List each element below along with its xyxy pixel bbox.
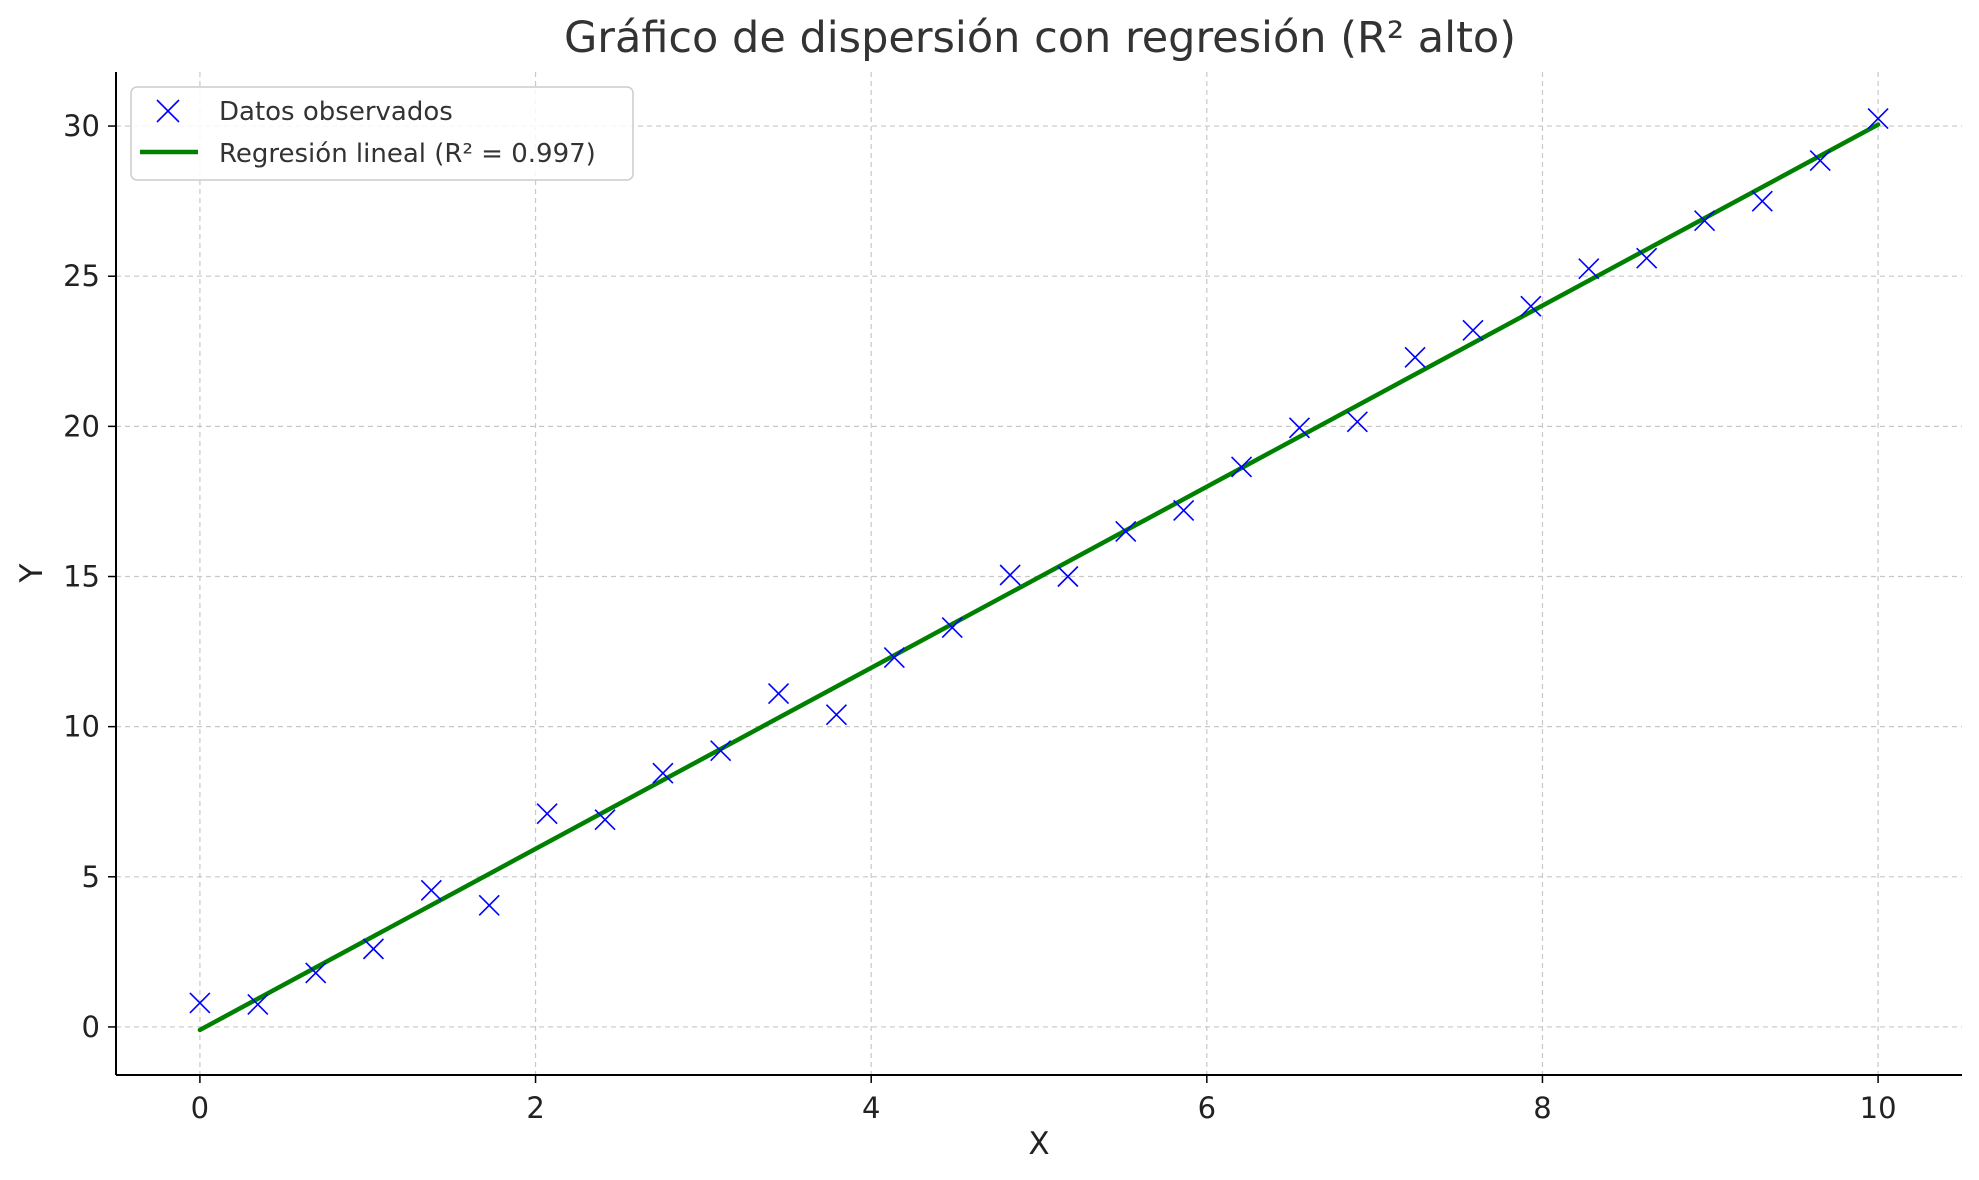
data-point xyxy=(710,740,732,762)
data-point xyxy=(941,616,963,639)
data-point xyxy=(305,962,327,984)
x-tick-label: 2 xyxy=(526,1091,544,1125)
legend-label-regression: Regresión lineal (R² = 0.997) xyxy=(219,139,596,169)
regression-series xyxy=(197,122,1881,1033)
data-point xyxy=(1751,190,1773,212)
data-point xyxy=(999,564,1021,586)
legend: Datos observados Regresión lineal (R² = … xyxy=(130,86,634,181)
x-tick-label: 0 xyxy=(191,1091,209,1125)
data-point xyxy=(767,683,790,705)
y-tick-label: 0 xyxy=(82,1010,100,1044)
data-point xyxy=(1520,295,1542,317)
chart-title: Gráfico de dispersión con regresión (R² … xyxy=(564,13,1516,63)
data-point xyxy=(536,803,558,825)
legend-marker-observed xyxy=(156,99,180,123)
data-point xyxy=(1288,417,1311,439)
legend-box xyxy=(130,86,634,181)
x-tick-label: 4 xyxy=(862,1091,880,1125)
tick-marks: 0 2 4 6 8 10 0 5 10 15 20 25 30 xyxy=(63,109,1896,1125)
y-tick-label: 20 xyxy=(63,409,100,443)
data-point xyxy=(1578,258,1600,280)
x-tick-label: 8 xyxy=(1533,1091,1551,1125)
x-tick-label: 6 xyxy=(1198,1091,1216,1125)
x-tick-label: 10 xyxy=(1860,1091,1897,1125)
data-point xyxy=(1404,346,1426,368)
data-point xyxy=(652,762,674,784)
data-point xyxy=(594,809,616,831)
data-point xyxy=(1636,247,1658,269)
data-point xyxy=(1115,520,1137,543)
data-point xyxy=(478,894,500,916)
data-point xyxy=(825,704,848,726)
y-axis-label: Y xyxy=(14,563,50,583)
observed-series xyxy=(189,107,1889,1015)
data-point xyxy=(1694,210,1716,232)
axes xyxy=(115,72,1962,1076)
data-point xyxy=(1809,150,1831,172)
data-point xyxy=(189,992,211,1014)
y-tick-label: 30 xyxy=(63,109,100,143)
data-point xyxy=(1173,499,1195,522)
regression-line xyxy=(197,122,1881,1033)
y-tick-label: 5 xyxy=(82,860,100,894)
data-point xyxy=(247,993,269,1015)
data-point xyxy=(1057,565,1079,588)
data-point xyxy=(1462,319,1484,341)
y-tick-label: 25 xyxy=(63,259,100,293)
x-axis-label: X xyxy=(1028,1126,1049,1162)
data-point xyxy=(1346,411,1368,433)
legend-label-observed: Datos observados xyxy=(219,97,453,127)
data-point xyxy=(362,938,384,960)
data-point xyxy=(420,879,442,901)
data-point xyxy=(1867,107,1889,130)
y-tick-label: 15 xyxy=(63,560,100,594)
data-point xyxy=(883,647,905,669)
data-point xyxy=(1230,456,1253,478)
y-tick-label: 10 xyxy=(63,710,100,744)
